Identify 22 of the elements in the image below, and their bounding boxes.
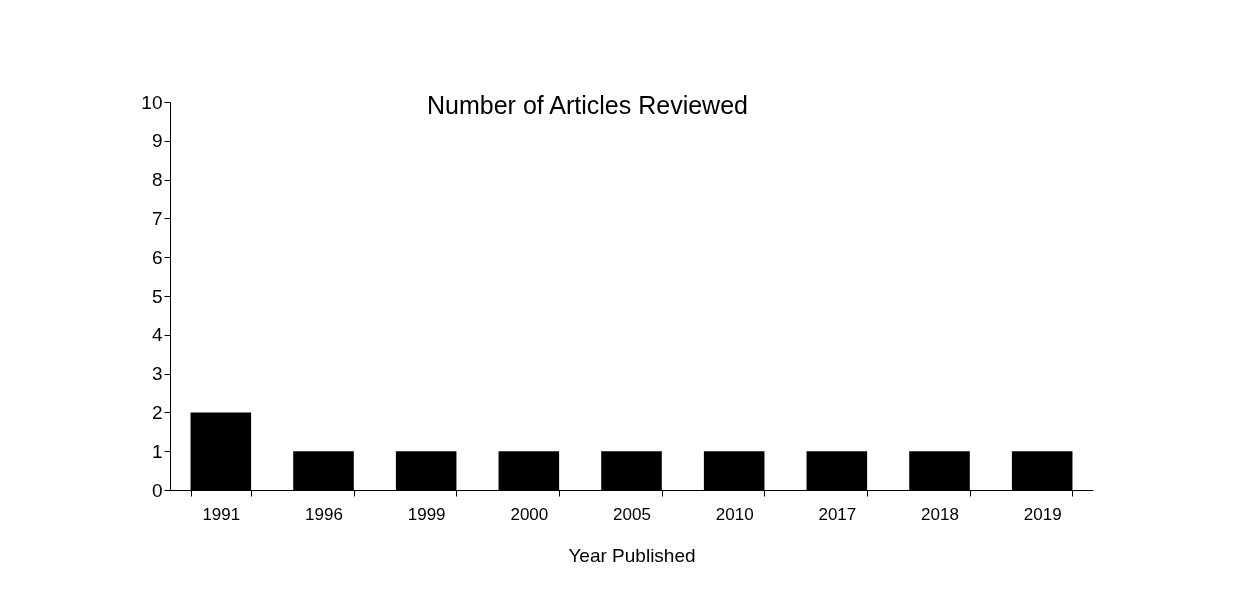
x-tick-label: 2018 bbox=[921, 504, 959, 524]
y-tick-label: 7 bbox=[151, 207, 163, 229]
x-tick-label: 2010 bbox=[715, 504, 754, 524]
x-tick-label: 1996 bbox=[305, 504, 343, 524]
y-tick-label: 2 bbox=[151, 401, 163, 423]
x-tick-label: 1999 bbox=[407, 504, 446, 524]
x-axis-title: Year Published bbox=[568, 544, 696, 566]
y-tick-label: 3 bbox=[151, 363, 163, 385]
x-tick-label: 1991 bbox=[202, 504, 241, 524]
y-tick-label: 8 bbox=[151, 169, 163, 191]
x-tick-label: 2000 bbox=[510, 504, 549, 524]
y-tick-label: 9 bbox=[151, 130, 163, 152]
y-tick-label: 10 bbox=[141, 91, 163, 113]
x-tick-label: 2005 bbox=[613, 504, 651, 524]
x-tick-label: 2017 bbox=[818, 504, 857, 524]
chart-title: Number of Articles Reviewed bbox=[427, 91, 748, 119]
y-tick-label: 6 bbox=[151, 246, 163, 268]
y-tick-label: 0 bbox=[151, 479, 163, 501]
y-tick-label: 1 bbox=[151, 440, 163, 462]
y-tick-label: 4 bbox=[151, 324, 163, 346]
y-tick-label: 5 bbox=[151, 285, 163, 307]
x-tick-label: 2019 bbox=[1023, 504, 1062, 524]
